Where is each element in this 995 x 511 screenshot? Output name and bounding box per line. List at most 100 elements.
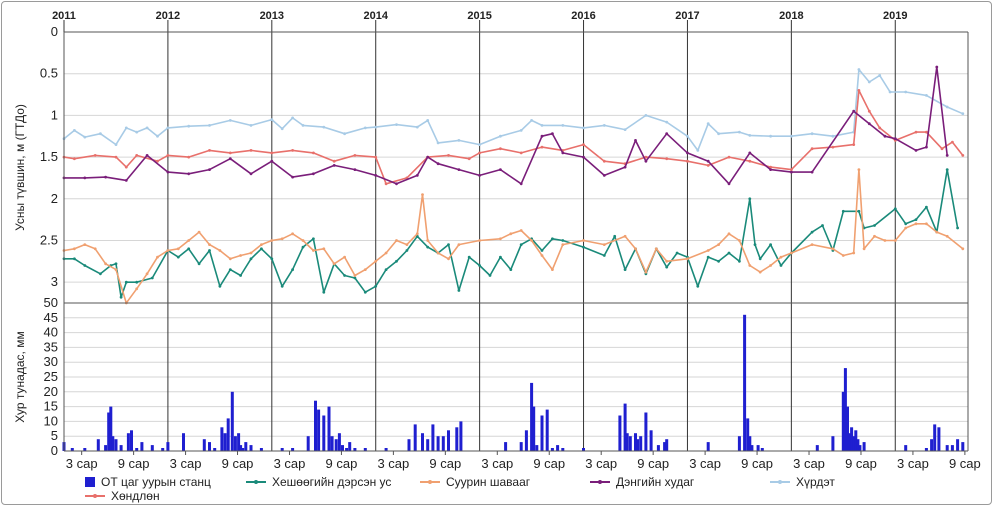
series-point [280,127,284,131]
series-point [291,268,294,271]
series-point [384,182,388,186]
series-point [83,135,87,139]
precip-bar [756,445,760,451]
series-point [634,247,637,251]
top-ytick-label: 2.5 [40,232,58,247]
series-point [540,249,544,252]
year-label: 2019 [883,10,907,22]
precip-bar [306,436,310,451]
month-tick-label: 9 сар [429,456,461,471]
precip-bar [230,391,234,451]
series-point [457,289,461,292]
series-point [623,234,627,238]
series-point [415,174,419,177]
series-point [93,247,97,251]
series-point [124,280,128,284]
series-point [395,123,398,126]
precip-bar [341,445,344,451]
series-point [239,274,243,277]
series-point [779,255,783,259]
series-point [888,90,892,94]
series-point [602,159,606,163]
series-point [270,239,274,242]
precip-bar [407,439,411,451]
series-point [447,243,450,247]
series-point [457,139,461,142]
year-label: 2012 [156,10,180,22]
series-point [602,124,606,127]
series-point [124,179,128,182]
precip-bar [202,439,206,451]
series-point [166,126,170,130]
series-point [249,124,253,127]
series-point [114,143,118,147]
series-point [790,134,793,138]
series-point [270,257,274,261]
top-ytick-label: 0.5 [40,66,58,81]
series-point [540,134,544,138]
series-point [852,143,856,147]
series-point [187,239,191,242]
precip-bar [841,391,845,451]
series-point [312,249,315,252]
precip-bar [220,427,224,451]
series-point [270,159,274,163]
series-point [686,151,689,155]
bottom-ytick-label: 15 [44,399,58,414]
series-point [249,149,253,152]
precip-bar [431,424,435,451]
month-tick-label: 9 сар [845,456,877,471]
series-point [156,255,159,259]
series-point [228,268,232,271]
series-point [135,154,139,157]
month-tick-label: 3 сар [793,456,825,471]
top-ylabel: Усны түвшин, м (ГТДо) [13,104,27,231]
precip-bar [524,430,528,451]
precip-bar [846,406,849,451]
series-point [99,132,102,136]
precip-bar [644,412,648,451]
series-point [176,255,180,259]
month-tick-label: 9 сар [118,456,150,471]
precip-bar [748,436,752,451]
series-point [696,284,700,288]
series-point [727,232,731,236]
series-point [873,224,876,227]
precip-bar [623,403,627,451]
series-point [613,234,617,238]
month-tick-label: 3 сар [377,456,409,471]
series-point [218,249,222,252]
precip-bar [582,448,585,451]
series-point [706,122,710,126]
precip-bar [421,433,424,451]
series-point [519,151,523,155]
precip-bar [848,433,851,451]
series-point [166,154,170,157]
precip-bar [241,448,245,451]
series-point [343,132,346,136]
precip-bar [854,430,858,451]
precip-bar [815,445,819,451]
precip-bar [540,415,544,451]
precip-bar [345,448,349,451]
bottom-ylabel: Хур тунадас, мм [13,331,27,422]
series-point [332,164,336,167]
series-point [665,132,669,136]
series-point [353,274,357,277]
precip-bar [665,439,669,451]
series-point [519,182,523,186]
month-tick-label: 3 сар [274,456,306,471]
axes [63,31,969,455]
series-point [914,218,918,222]
precip-bar [413,424,417,451]
series-point [73,247,76,251]
series-point [602,254,606,257]
series-point [228,257,232,261]
precip-bar [760,448,764,451]
series-point [176,247,180,251]
series-point [582,245,585,249]
series-point [831,247,835,251]
year-label: 2016 [571,10,595,22]
series-point [810,132,814,136]
year-label: 2014 [363,10,388,22]
